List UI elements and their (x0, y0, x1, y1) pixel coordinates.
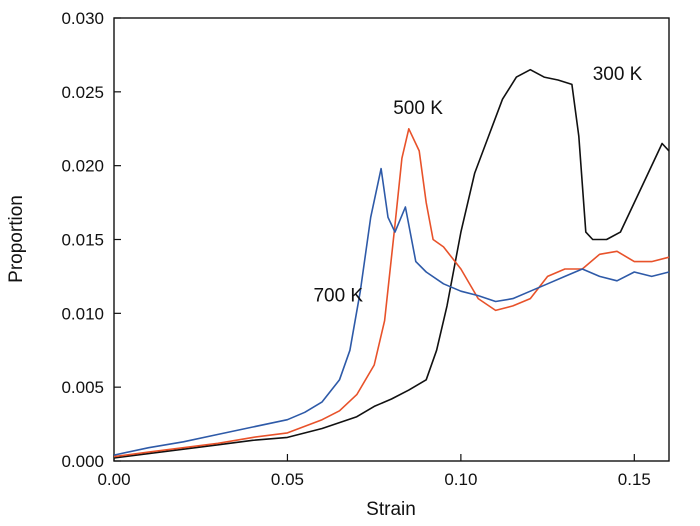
series-lines (113, 68, 670, 459)
x-tick-label: 0.15 (618, 470, 651, 489)
series-line-300-k (113, 68, 670, 459)
y-axis-title: Proportion (6, 195, 27, 283)
y-tick-label: 0.010 (61, 304, 104, 323)
x-axis-title: Strain (366, 499, 416, 520)
series-line-500-k (113, 128, 670, 458)
series-label-300-k: 300 K (593, 64, 643, 85)
y-tick-label: 0.005 (61, 378, 104, 397)
series-label-500-k: 500 K (393, 98, 443, 119)
y-tick-label: 0.000 (61, 452, 104, 471)
y-tick-label: 0.030 (61, 9, 104, 28)
y-tick-label: 0.015 (61, 231, 104, 250)
series-labels: 300 K 500 K 700 K (313, 64, 643, 307)
series-label-700-k: 700 K (313, 286, 363, 307)
y-axis: 0.000 0.005 0.010 0.015 0.020 0.025 0.030 (61, 9, 121, 471)
y-tick-label: 0.020 (61, 157, 104, 176)
y-tick-label: 0.025 (61, 83, 104, 102)
plot-frame (113, 17, 670, 462)
series-line-700-k (113, 167, 670, 456)
x-axis: 0.00 0.05 0.10 0.15 (97, 454, 651, 489)
x-tick-label: 0.05 (271, 470, 304, 489)
x-tick-label: 0.00 (97, 470, 130, 489)
x-tick-label: 0.10 (444, 470, 477, 489)
